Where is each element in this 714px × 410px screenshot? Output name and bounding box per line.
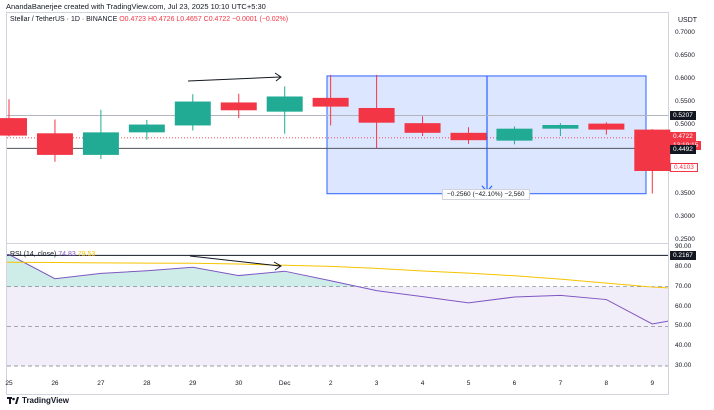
price-axis-label: 0.5500 [675, 98, 695, 105]
chart-pane[interactable] [6, 12, 669, 395]
candle-body-29 [174, 101, 211, 126]
price-axis-label: 0.5000 [675, 121, 695, 128]
rsi-axis-label: 30.00 [675, 362, 692, 369]
rsi-title: RSI (14, close) [10, 251, 57, 258]
price-axis-label: 0.6000 [675, 75, 695, 82]
trend-arrow-price [187, 76, 281, 82]
candle-body-26 [36, 133, 73, 155]
price-axis-label: 0.6500 [675, 52, 695, 59]
currency-label: USDT [678, 17, 698, 24]
candle-body-25 [0, 118, 27, 136]
time-axis-label: 29 [189, 380, 197, 387]
time-axis-label: 2 [328, 380, 333, 387]
time-axis-label: 27 [97, 380, 105, 387]
candle-body-4 [404, 123, 441, 133]
candle-body-9 [634, 129, 671, 171]
rsi-ma-line [7, 261, 669, 289]
time-axis-label: 6 [512, 380, 517, 387]
candle-body-7 [542, 125, 579, 129]
line-price-tag-lower: 0.4492 [670, 144, 696, 154]
ohlc-readout: O0.4723 H0.4726 L0.4657 C0.4722 −0.0001 … [119, 16, 289, 23]
time-axis-label: 28 [143, 380, 151, 387]
trend-arrow-price-head [274, 72, 282, 82]
chart-credit: AnandaBanerjee created with TradingView.… [6, 2, 266, 11]
measure-readout: −0.2560 (−42.10%) −2,560 [442, 189, 530, 200]
price-axis-label: 0.3000 [675, 213, 695, 220]
time-axis-label: 8 [604, 380, 609, 387]
symbol-name: Stellar / TetherUS · 1D · BINANCE [10, 16, 118, 23]
candle-body-2 [312, 97, 349, 107]
time-axis-label: 26 [51, 380, 59, 387]
candle-body-30 [220, 102, 257, 111]
candle-body-5 [450, 132, 487, 141]
rsi-axis-label: 70.00 [675, 282, 692, 290]
candle-body-27 [82, 132, 119, 155]
time-axis-label: 9 [650, 380, 655, 387]
trend-arrow-rsi-head [273, 261, 282, 271]
candle-body-3 [358, 107, 395, 123]
rsi-line [7, 254, 669, 325]
candle-body-28 [128, 124, 165, 133]
time-axis-label: 5 [466, 380, 471, 387]
time-axis-label: 7 [558, 380, 563, 387]
tradingview-logo-text: TradingView [22, 396, 69, 405]
trend-arrow-rsi [189, 255, 281, 267]
rsi-axis-label: 50.00 [675, 322, 692, 330]
candle-body-6 [496, 128, 533, 141]
tradingview-logo-icon [7, 396, 19, 405]
rsi-legend[interactable]: RSI (14, close) 74.83 79.53 [10, 251, 95, 258]
rsi-overbought-fill [7, 254, 359, 287]
time-axis-label: 25 [5, 380, 13, 387]
candle-body-8 [588, 123, 625, 130]
rsi-value: 74.83 [58, 251, 76, 258]
price-axis-label: 0.2500 [675, 236, 695, 243]
symbol-legend[interactable]: Stellar / TetherUS · 1D · BINANCE O0.472… [10, 16, 288, 23]
low-price-tag: 0.4103 [670, 162, 698, 172]
rsi-ma-value: 79.53 [77, 251, 96, 258]
current-price-tag: 0.4722 [670, 132, 696, 142]
time-axis-label: 4 [420, 380, 425, 387]
time-axis-label: 3 [374, 380, 379, 387]
rsi-axis-label: 60.00 [675, 302, 692, 310]
price-axis-label: 0.3500 [675, 190, 695, 197]
line-price-tag-upper: 0.5207 [670, 110, 696, 120]
line-price-tag-bottom: 0.2167 [670, 250, 696, 260]
time-axis-label: 30 [235, 380, 243, 387]
candle-body-Dec [266, 96, 303, 112]
rsi-axis-label: 40.00 [675, 342, 692, 350]
rsi-axis-label: 90.00 [675, 243, 692, 250]
time-axis-label: Dec [278, 380, 291, 387]
rsi-axis-label: 80.00 [675, 262, 692, 270]
tradingview-logo[interactable]: TradingView [7, 396, 69, 405]
price-axis-label: 0.7000 [675, 29, 695, 36]
